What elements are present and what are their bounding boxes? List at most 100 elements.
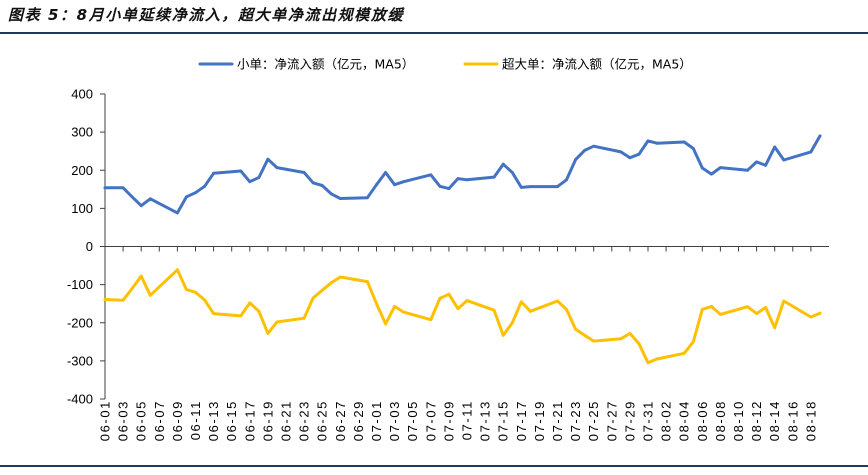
data-point-small-orders — [429, 173, 433, 177]
data-point-super-large-orders — [257, 309, 261, 313]
data-point-super-large-orders — [583, 333, 586, 337]
data-point-small-orders — [384, 171, 387, 174]
x-tick-label: 07-03 — [387, 400, 402, 441]
x-tick-label: 08-18 — [803, 400, 818, 441]
x-tick-label: 08-08 — [713, 400, 728, 441]
x-tick-label: 06-03 — [116, 400, 131, 441]
data-point-super-large-orders — [646, 361, 650, 365]
data-point-small-orders — [592, 144, 596, 148]
y-tick-label: 300 — [71, 125, 93, 140]
data-point-super-large-orders — [529, 309, 532, 313]
data-point-super-large-orders — [302, 316, 306, 320]
y-tick-label: 400 — [71, 87, 93, 102]
data-point-small-orders — [148, 197, 152, 201]
data-point-super-large-orders — [139, 274, 143, 278]
series-line-super-large-orders — [103, 268, 822, 365]
data-point-small-orders — [302, 171, 306, 174]
data-point-small-orders — [329, 192, 333, 196]
x-tick-label: 06-17 — [242, 400, 257, 441]
data-point-super-large-orders — [637, 342, 641, 346]
series-layer — [103, 134, 822, 365]
x-tick-label: 07-11 — [460, 400, 475, 440]
data-point-super-large-orders — [809, 315, 813, 319]
x-tick-label: 07-23 — [568, 400, 583, 441]
data-point-small-orders — [501, 162, 505, 166]
y-tick-label: -300 — [67, 353, 93, 368]
x-tick-label: 06-19 — [260, 400, 275, 441]
x-tick-label: 06-15 — [224, 400, 239, 441]
data-point-small-orders — [212, 171, 216, 175]
x-tick-label: 06-27 — [333, 400, 348, 441]
data-point-small-orders — [782, 158, 786, 162]
x-tick-label: 08-06 — [695, 400, 710, 441]
data-point-super-large-orders — [574, 327, 577, 331]
x-tick-label: 08-14 — [767, 400, 782, 441]
x-tick-label: 06-23 — [297, 400, 312, 441]
data-point-super-large-orders — [329, 281, 333, 285]
data-point-small-orders — [556, 185, 559, 189]
legend-label-small-orders: 小单：净流入额（亿元，MA5） — [237, 57, 414, 72]
data-point-small-orders — [203, 184, 207, 188]
y-tick-label: 100 — [71, 201, 93, 216]
y-tick-label: -400 — [67, 392, 93, 407]
data-point-small-orders — [719, 166, 722, 170]
data-point-small-orders — [338, 197, 342, 200]
data-point-small-orders — [682, 140, 686, 144]
data-point-super-large-orders — [700, 308, 704, 311]
data-point-small-orders — [700, 166, 704, 170]
x-tick-label: 07-13 — [478, 400, 493, 441]
x-tick-label: 06-25 — [315, 400, 330, 441]
y-tick-label: 200 — [71, 163, 93, 178]
data-point-super-large-orders — [719, 313, 722, 316]
data-point-small-orders — [239, 169, 243, 173]
x-tick-label: 08-12 — [749, 400, 764, 441]
data-point-super-large-orders — [782, 299, 786, 303]
data-point-super-large-orders — [465, 299, 469, 302]
data-point-super-large-orders — [248, 301, 252, 305]
data-point-small-orders — [773, 145, 777, 149]
data-point-small-orders — [764, 163, 767, 167]
data-point-small-orders — [456, 177, 460, 181]
data-point-super-large-orders — [592, 339, 596, 343]
x-tick-label: 07-31 — [641, 400, 656, 441]
data-point-super-large-orders — [212, 312, 216, 315]
x-axis-ticks: 06-01 06-03 06-05 06-07 06-09 06-11 06-13 06-15… — [98, 246, 818, 441]
data-point-small-orders — [655, 141, 659, 145]
x-tick-label: 07-25 — [586, 400, 601, 441]
data-point-super-large-orders — [194, 290, 197, 294]
data-point-small-orders — [818, 134, 822, 138]
data-point-super-large-orders — [203, 298, 207, 302]
bottom-rule — [0, 465, 868, 467]
data-point-small-orders — [710, 172, 713, 176]
data-point-small-orders — [646, 139, 650, 143]
x-tick-label: 06-11 — [188, 400, 203, 440]
data-point-small-orders — [438, 184, 442, 188]
x-tick-label: 06-21 — [279, 400, 294, 441]
data-point-small-orders — [746, 168, 749, 172]
x-tick-label: 07-19 — [532, 400, 547, 441]
data-point-small-orders — [275, 166, 279, 170]
data-point-super-large-orders — [266, 332, 270, 335]
x-tick-label: 07-09 — [441, 400, 456, 441]
data-point-small-orders — [492, 175, 496, 179]
data-point-small-orders — [248, 180, 252, 184]
data-point-super-large-orders — [710, 305, 713, 308]
data-point-super-large-orders — [438, 297, 442, 300]
data-point-super-large-orders — [456, 307, 460, 310]
x-tick-label: 07-15 — [496, 400, 511, 441]
data-point-super-large-orders — [311, 296, 315, 300]
data-point-small-orders — [628, 156, 632, 160]
data-point-small-orders — [510, 171, 514, 174]
data-point-super-large-orders — [384, 322, 387, 326]
data-point-super-large-orders — [148, 293, 152, 297]
data-point-super-large-orders — [429, 318, 433, 322]
legend-item-super-large-orders: 超大单：净流入额（亿元，MA5） — [463, 57, 692, 72]
x-tick-label: 07-05 — [405, 400, 420, 441]
legend-label-super-large-orders: 超大单：净流入额（亿元，MA5） — [502, 57, 692, 72]
x-tick-label: 08-02 — [659, 400, 674, 441]
x-tick-label: 08-04 — [677, 400, 692, 441]
data-point-small-orders — [257, 176, 261, 179]
data-point-super-large-orders — [402, 310, 405, 314]
data-point-super-large-orders — [773, 326, 777, 330]
